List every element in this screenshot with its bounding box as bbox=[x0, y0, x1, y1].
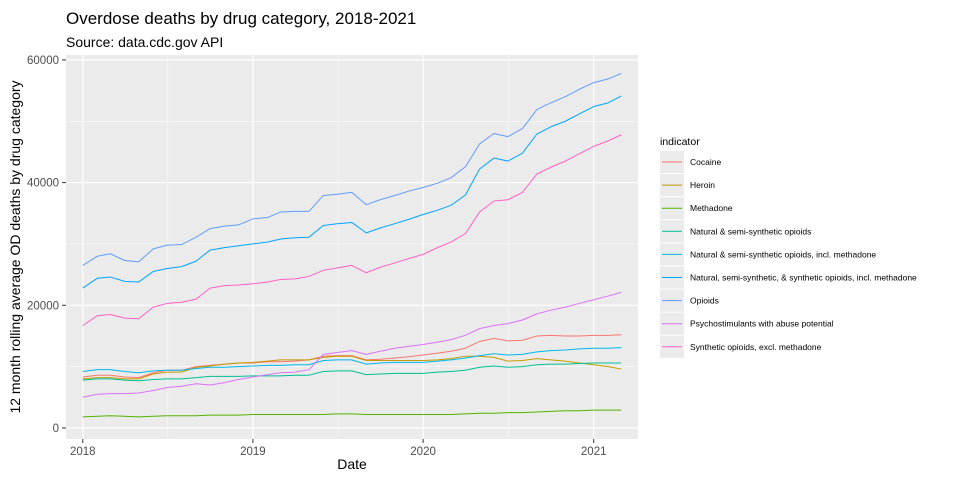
legend-label: Heroin bbox=[690, 180, 715, 190]
tick-labels: 2018 2019 2020 2021 0 20000 40000 60000 bbox=[27, 55, 606, 458]
legend-label: Opioids bbox=[690, 296, 719, 306]
x-tick-label: 2021 bbox=[581, 446, 607, 458]
x-axis-title: Date bbox=[337, 456, 367, 472]
legend-label: Psychostimulants with abuse potential bbox=[690, 319, 834, 329]
y-tick-label: 60000 bbox=[27, 55, 59, 67]
legend-label: Natural & semi-synthetic opioids, incl. … bbox=[690, 249, 876, 259]
legend-label: Synthetic opioids, excl. methadone bbox=[690, 342, 822, 352]
minor-gridlines bbox=[66, 55, 638, 439]
series-line bbox=[82, 355, 622, 380]
chart-title: Overdose deaths by drug category, 2018-2… bbox=[66, 9, 416, 28]
legend-label: Cocaine bbox=[690, 157, 721, 167]
series-line bbox=[82, 134, 622, 326]
y-tick-label: 40000 bbox=[27, 178, 59, 190]
plot-panel bbox=[66, 55, 638, 439]
series-line bbox=[82, 72, 622, 266]
axis-ticks bbox=[62, 59, 595, 443]
series-line bbox=[82, 95, 622, 289]
legend-title: indicator bbox=[660, 136, 700, 148]
legend-label: Natural, semi-synthetic, & synthetic opi… bbox=[690, 273, 917, 283]
legend-label: Methadone bbox=[690, 203, 733, 213]
legend-label: Natural & semi-synthetic opioids bbox=[690, 226, 811, 236]
legend: indicator Cocaine Heroin Methadone Natural … bbox=[660, 136, 917, 358]
y-tick-label: 20000 bbox=[27, 300, 59, 312]
series-lines bbox=[82, 72, 622, 418]
y-axis-title: 12 month rolling average OD deaths by dr… bbox=[7, 80, 23, 413]
series-line bbox=[82, 347, 622, 374]
y-tick-label: 0 bbox=[53, 423, 59, 435]
x-tick-label: 2020 bbox=[410, 446, 436, 458]
series-line bbox=[82, 362, 622, 382]
x-tick-label: 2018 bbox=[70, 446, 96, 458]
chart-subtitle: Source: data.cdc.gov API bbox=[66, 34, 223, 50]
series-line bbox=[82, 291, 622, 398]
series-line bbox=[82, 409, 622, 418]
x-tick-label: 2019 bbox=[240, 446, 266, 458]
